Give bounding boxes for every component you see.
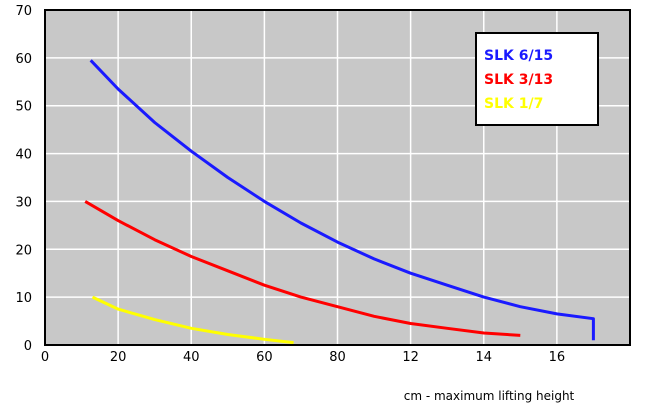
y-tick-label: 10 bbox=[15, 291, 32, 306]
x-tick-label: 40 bbox=[183, 350, 200, 365]
x-axis-label: cm - maximum lifting height bbox=[404, 389, 575, 403]
legend-entry: SLK 6/15 bbox=[484, 48, 553, 64]
grid-lines bbox=[45, 10, 630, 345]
legend: SLK 6/15 SLK 3/13 SLK 1/7 bbox=[475, 32, 599, 126]
x-tick-label: 80 bbox=[329, 350, 346, 365]
y-axis-ticks: 0 10 20 30 40 50 60 70 bbox=[15, 4, 32, 354]
y-tick-label: 50 bbox=[15, 100, 32, 115]
series-layer bbox=[84, 59, 595, 345]
y-tick-label: 70 bbox=[15, 4, 32, 19]
series-line-1 bbox=[89, 59, 595, 341]
series-line-3 bbox=[91, 295, 294, 345]
x-tick-label: 12 bbox=[402, 350, 419, 365]
plot-frame bbox=[44, 9, 631, 346]
x-tick-label: 14 bbox=[475, 350, 492, 365]
x-tick-label: 16 bbox=[549, 350, 566, 365]
x-tick-label: 20 bbox=[110, 350, 127, 365]
legend-entry: SLK 1/7 bbox=[484, 96, 543, 112]
y-tick-label: 40 bbox=[15, 148, 32, 163]
x-tick-label: 0 bbox=[41, 350, 49, 365]
series-line-2 bbox=[84, 200, 521, 337]
x-axis-ticks: 0 20 40 60 80 12 14 16 bbox=[41, 350, 565, 365]
y-tick-label: 0 bbox=[24, 339, 32, 354]
x-tick-label: 60 bbox=[256, 350, 273, 365]
y-tick-label: 30 bbox=[15, 195, 32, 210]
y-tick-label: 20 bbox=[15, 243, 32, 258]
y-tick-label: 60 bbox=[15, 52, 32, 67]
legend-box bbox=[475, 32, 599, 126]
legend-entry: SLK 3/13 bbox=[484, 72, 553, 88]
